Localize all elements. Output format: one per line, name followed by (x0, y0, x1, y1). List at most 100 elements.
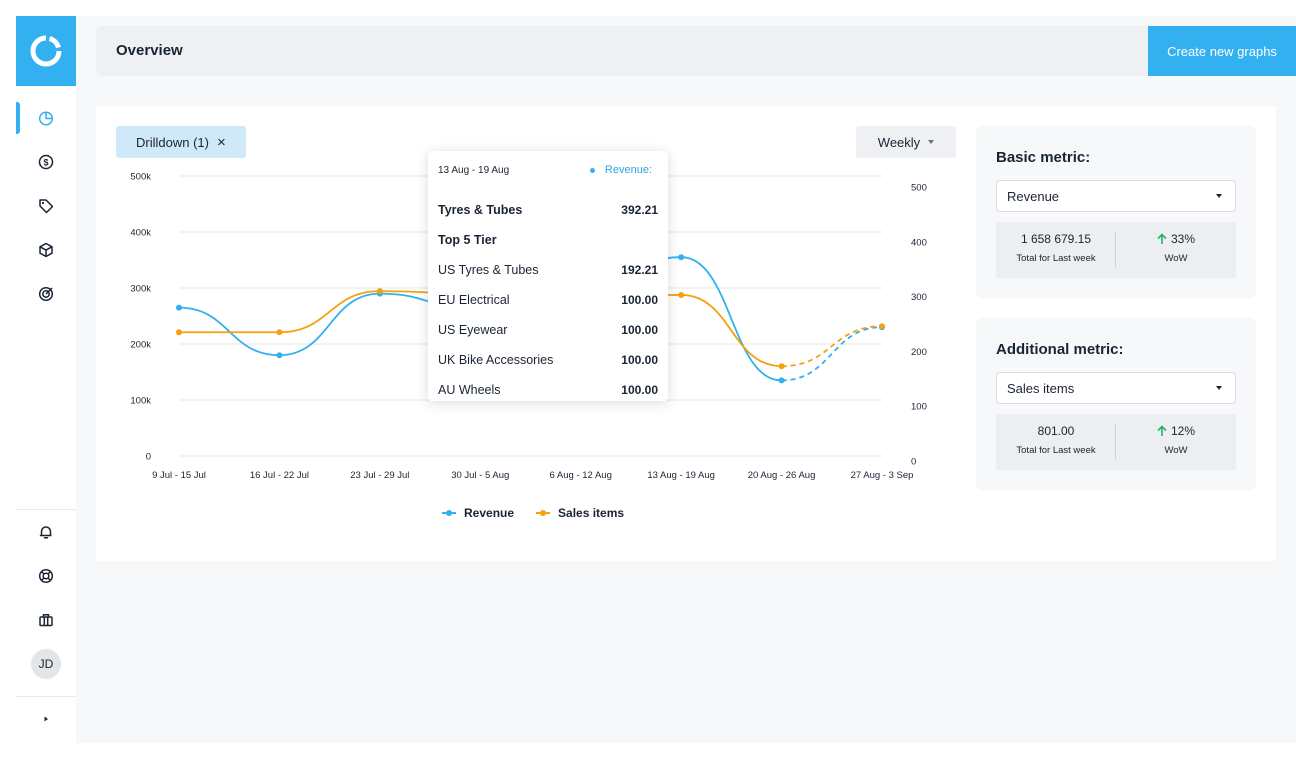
sidebar-item-finance[interactable]: $ (32, 148, 60, 176)
y-left-tick-label: 200k (130, 340, 151, 351)
data-point (678, 254, 685, 261)
create-new-graphs-button[interactable]: Create new graphs (1148, 26, 1296, 76)
x-tick-label: 23 Jul - 29 Jul (350, 470, 409, 481)
arrow-up-icon (1157, 233, 1167, 244)
tooltip-row-name: EU Electrical (438, 293, 510, 307)
y-right-tick-label: 0 (911, 457, 916, 468)
tooltip-row-value: 100.00 (621, 383, 658, 397)
period-select-value: Weekly (877, 134, 921, 150)
tag-icon (39, 199, 54, 214)
basic-metric-select-value: Revenue (1007, 188, 1060, 204)
x-tick-label: 30 Jul - 5 Aug (451, 470, 509, 481)
x-tick-label: 20 Aug - 26 Aug (748, 470, 816, 481)
change-value: 12% (1170, 424, 1196, 438)
chevron-down-icon (1216, 194, 1222, 198)
tooltip-row-name: US Eyewear (438, 323, 508, 337)
sidebar-item-products[interactable] (32, 236, 60, 264)
chevron-down-icon (928, 140, 935, 144)
data-point (879, 323, 885, 330)
data-point (276, 329, 283, 336)
change-label: WoW (1164, 253, 1188, 264)
target-icon (38, 286, 54, 302)
bell-icon (39, 526, 52, 539)
tooltip-row: Top 5 Tier (438, 232, 658, 248)
data-point (176, 304, 182, 311)
period-select[interactable]: Weekly (856, 126, 956, 158)
tooltip-date-range: 13 Aug - 19 Aug (438, 165, 510, 176)
tooltip-row-value: 100.00 (621, 323, 658, 337)
data-point (376, 288, 383, 295)
x-tick-label: 13 Aug - 19 Aug (647, 470, 715, 481)
chart-tooltip: 13 Aug - 19 Aug Revenue: Tyres & Tubes 3… (428, 151, 668, 401)
additional-metric-title: Additional metric: (996, 341, 1124, 358)
y-right-tick-label: 300 (911, 292, 927, 303)
change-label: WoW (1164, 445, 1188, 456)
y-right-tick-label: 100 (911, 402, 927, 413)
data-point (778, 377, 785, 384)
close-icon[interactable]: × (216, 133, 226, 151)
tooltip-row-name: Tyres & Tubes (438, 203, 523, 217)
total-label: Total for Last week (1016, 445, 1096, 456)
caret-right-icon (44, 716, 48, 722)
nav-active-indicator (16, 102, 20, 134)
additional-metric-select[interactable]: Sales items (996, 372, 1236, 404)
sidebar-item-goals[interactable] (32, 280, 60, 308)
dollar-icon: $ (38, 154, 54, 170)
tooltip-row-value: 100.00 (621, 353, 658, 367)
app-logo[interactable] (16, 16, 76, 86)
stats-divider (1115, 424, 1116, 460)
data-point (678, 291, 685, 298)
sidebar-expand-button[interactable] (32, 705, 60, 733)
y-right-tick-label: 500 (911, 183, 927, 194)
basic-metric-panel: Basic metric: Revenue 1 658 679.15 Total… (976, 126, 1256, 298)
avatar[interactable]: JD (31, 649, 61, 679)
chart-legend: Revenue Sales items (442, 506, 624, 520)
legend-item-revenue[interactable]: Revenue (442, 506, 514, 520)
data-point (778, 363, 785, 370)
tooltip-row-value: 192.21 (621, 263, 658, 277)
tooltip-metric-label: Revenue: (604, 164, 652, 176)
x-tick-label: 27 Aug - 3 Sep (851, 470, 914, 481)
additional-metric-panel: Additional metric: Sales items 801.00 To… (976, 318, 1256, 490)
total-value: 801.00 (1037, 424, 1075, 438)
drilldown-label: Drilldown (1) (136, 134, 209, 150)
logo-icon (30, 35, 62, 67)
sidebar-item-overview[interactable] (32, 104, 60, 132)
tooltip-row: AU Wheels 100.00 (438, 382, 658, 398)
basic-metric-title: Basic metric: (996, 149, 1091, 166)
app-shell: $ (16, 16, 1296, 743)
stats-divider (1115, 232, 1116, 268)
y-right-tick-label: 400 (911, 237, 927, 248)
y-left-tick-label: 100k (130, 396, 151, 407)
tooltip-row-name: AU Wheels (438, 383, 501, 397)
drilldown-chip[interactable]: Drilldown (1) × (116, 126, 246, 158)
sidebar-item-workspace[interactable] (32, 606, 60, 634)
overview-card: Drilldown (1) × Weekly 0 100k 200k 300k 400k… (96, 106, 1276, 561)
sidebar-item-notifications[interactable] (32, 518, 60, 546)
sidebar-item-support[interactable] (32, 562, 60, 590)
additional-metric-stats: 801.00 Total for Last week 12% WoW (996, 414, 1236, 470)
basic-metric-change: 33% WoW (1116, 222, 1236, 278)
additional-metric-change: 12% WoW (1116, 414, 1236, 470)
x-tick-label: 9 Jul - 15 Jul (152, 470, 206, 481)
chevron-down-icon (1216, 386, 1222, 390)
legend-item-sales-items[interactable]: Sales items (536, 506, 624, 520)
page-header: Overview Create new graphs (96, 26, 1296, 76)
legend-marker (536, 510, 551, 516)
basic-metric-select[interactable]: Revenue (996, 180, 1236, 212)
change-value: 33% (1170, 232, 1196, 246)
change-value-wrap: 12% (1116, 424, 1236, 438)
page-title: Overview (116, 42, 183, 59)
tooltip-metric-dot (589, 167, 595, 173)
y-left-tick-label: 500k (130, 172, 151, 183)
series-projection-1 (781, 325, 883, 368)
y-left-tick-label: 0 (146, 452, 151, 463)
briefcase-icon (39, 614, 53, 627)
legend-label: Revenue (464, 506, 515, 520)
sidebar-item-tags[interactable] (32, 192, 60, 220)
x-tick-label: 6 Aug - 12 Aug (550, 470, 612, 481)
total-label: Total for Last week (1016, 253, 1096, 264)
y-left-tick-label: 400k (130, 228, 151, 239)
y-right-tick-label: 200 (911, 347, 927, 358)
tooltip-row-name: US Tyres & Tubes (438, 263, 539, 277)
